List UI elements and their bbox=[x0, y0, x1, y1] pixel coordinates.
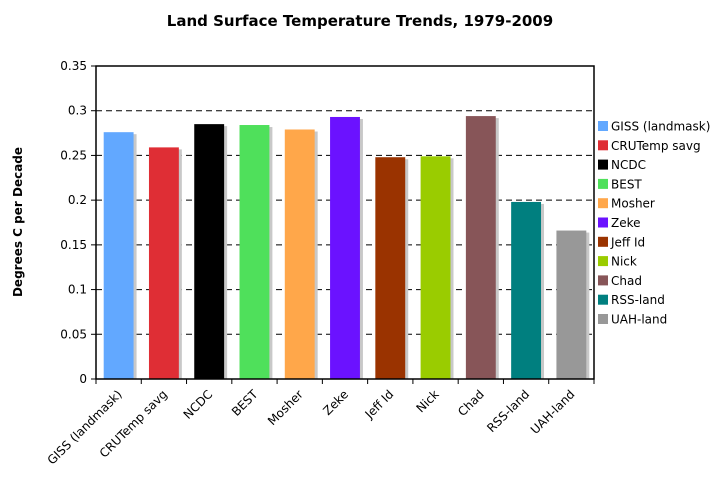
x-tick-label: RSS-land bbox=[484, 387, 532, 435]
x-tick-label: Jeff Id bbox=[362, 387, 397, 422]
legend-swatch bbox=[598, 294, 608, 305]
legend-label: GISS (landmask) bbox=[611, 120, 710, 134]
x-tick-label: Chad bbox=[455, 387, 487, 419]
plot-frame bbox=[95, 65, 595, 380]
x-tick-label: BEST bbox=[229, 387, 261, 419]
legend-label: Zeke bbox=[611, 216, 641, 230]
legend-swatch bbox=[598, 140, 608, 151]
legend-swatch bbox=[598, 178, 608, 189]
legend-label: CRUTemp savg bbox=[611, 139, 701, 153]
legend-swatch bbox=[598, 314, 608, 324]
legend-label: BEST bbox=[611, 177, 642, 191]
bar bbox=[556, 230, 587, 379]
legend-label: Chad bbox=[611, 274, 642, 288]
bar bbox=[284, 129, 315, 379]
bar bbox=[465, 116, 496, 379]
legend-label: Mosher bbox=[611, 197, 655, 211]
y-tick-label: 0.15 bbox=[60, 238, 87, 252]
chart-title: Land Surface Temperature Trends, 1979-20… bbox=[166, 12, 554, 30]
legend-label: RSS-land bbox=[611, 293, 665, 307]
bar bbox=[420, 156, 451, 379]
y-tick-label: 0.35 bbox=[60, 59, 87, 73]
legend-swatch bbox=[598, 275, 608, 286]
bar bbox=[148, 147, 179, 379]
y-tick-label: 0.05 bbox=[60, 327, 87, 341]
legend-swatch bbox=[598, 256, 608, 267]
x-tick-label: NCDC bbox=[181, 387, 216, 422]
bar bbox=[511, 201, 542, 379]
bar bbox=[239, 125, 270, 379]
bar bbox=[375, 157, 406, 379]
y-tick-label: 0.1 bbox=[68, 283, 87, 297]
legend-swatch bbox=[598, 217, 608, 228]
bar bbox=[103, 132, 134, 379]
x-tick-label: GISS (landmask) bbox=[45, 387, 125, 467]
legend-swatch bbox=[598, 236, 608, 247]
x-tick-label: UAH-land bbox=[528, 387, 578, 437]
x-tick-label: Zeke bbox=[320, 387, 351, 418]
legend-label: UAH-land bbox=[611, 313, 667, 327]
bar bbox=[330, 116, 360, 379]
legend-label: Jeff Id bbox=[610, 235, 645, 249]
legend-swatch bbox=[598, 159, 608, 170]
x-tick-label: Mosher bbox=[265, 387, 306, 428]
x-tick-label: Nick bbox=[413, 387, 441, 415]
legend-swatch bbox=[598, 198, 608, 209]
y-tick-label: 0.3 bbox=[68, 104, 87, 118]
legend-swatch bbox=[598, 121, 608, 131]
bar bbox=[194, 124, 225, 379]
legend-label: NCDC bbox=[611, 158, 646, 172]
y-tick-label: 0 bbox=[79, 372, 87, 386]
legend-label: Nick bbox=[611, 255, 637, 269]
y-tick-label: 0.25 bbox=[60, 148, 87, 162]
y-tick-label: 0.2 bbox=[68, 193, 87, 207]
